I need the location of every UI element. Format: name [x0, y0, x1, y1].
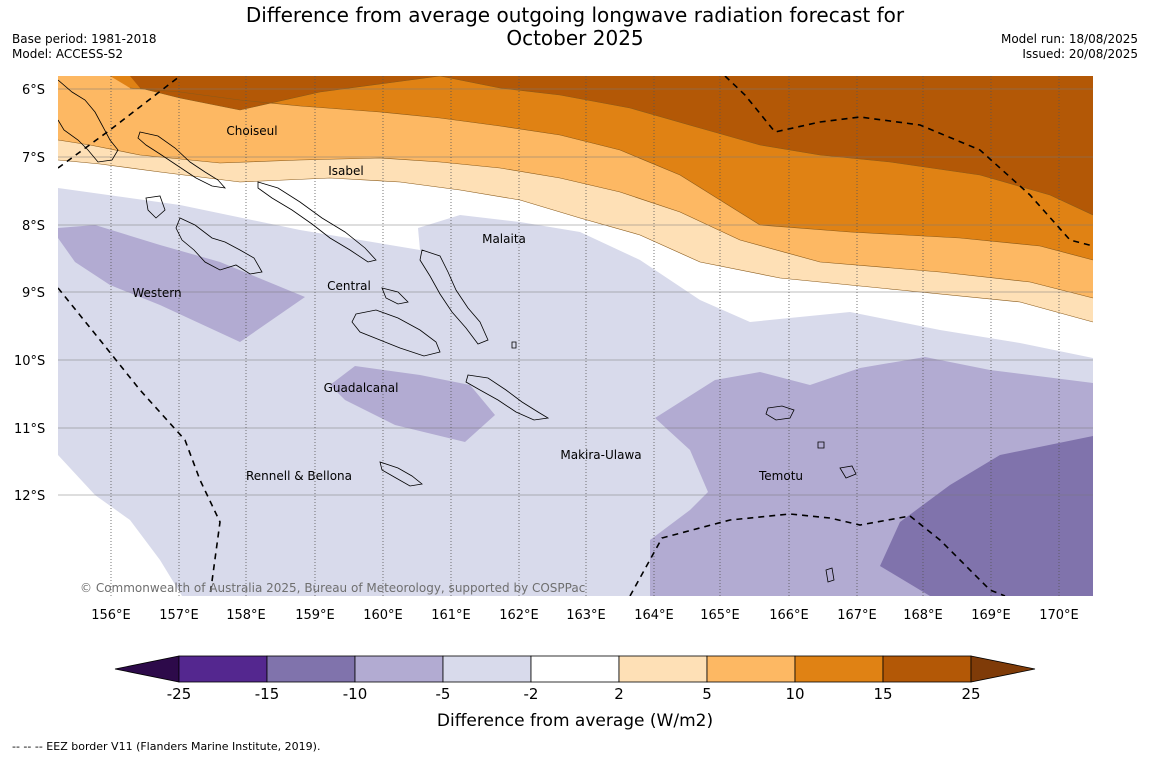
place-label: Guadalcanal — [324, 381, 399, 395]
place-labels: Choiseul Isabel Malaita Western Central … — [132, 124, 803, 483]
colorbar-segment — [266, 655, 356, 683]
longitude-label: 164°E — [634, 608, 674, 623]
longitude-label: 170°E — [1039, 608, 1079, 623]
contour-lines — [58, 76, 1093, 323]
colorbar-lower-extension — [114, 655, 180, 683]
small-island-coast — [817, 441, 825, 449]
santa-cruz-coast — [765, 405, 795, 421]
place-label: Central — [327, 279, 371, 293]
latitude-label: 11°S — [14, 422, 45, 437]
isabel-coast — [257, 181, 377, 263]
title-line-1: Difference from average outgoing longwav… — [245, 3, 905, 27]
latitude-label: 6°S — [22, 83, 45, 98]
map-title: Difference from average outgoing longwav… — [0, 4, 1150, 50]
coastlines — [58, 79, 857, 583]
meta-left: Base period: 1981-2018 Model: ACCESS-S2 — [12, 32, 157, 62]
colorbar-segment — [178, 655, 268, 683]
place-label: Malaita — [482, 232, 526, 246]
longitude-label: 157°E — [159, 608, 199, 623]
latitude-label: 12°S — [14, 489, 45, 504]
longitude-label: 166°E — [769, 608, 809, 623]
eez-borders — [58, 76, 1093, 596]
place-label: Choiseul — [226, 124, 277, 138]
longitude-label: 156°E — [91, 608, 131, 623]
colorbar-tick-label: -15 — [255, 685, 280, 703]
rennell-coast — [379, 461, 423, 487]
map-figure: © Commonwealth of Australia 2025, Bureau… — [14, 76, 1093, 731]
colorbar: -25 -15 -10 -5 -2 2 5 10 15 25 Differenc… — [114, 655, 1036, 731]
base-period: Base period: 1981-2018 — [12, 32, 157, 46]
contour-fill-minus10-to-minus15 — [880, 436, 1093, 596]
colorbar-segment — [354, 655, 444, 683]
colorbar-segment — [794, 655, 884, 683]
latitude-label: 9°S — [22, 286, 45, 301]
contour-fill-15-to-25 — [130, 76, 1093, 215]
vella-lavella-coast — [145, 195, 166, 219]
tikopia-coast — [825, 567, 835, 583]
copyright-notice: © Commonwealth of Australia 2025, Bureau… — [80, 581, 585, 595]
temotu-island-coast — [839, 465, 857, 479]
colorbar-tick-label: 10 — [785, 685, 804, 703]
colorbar-tick-label: 15 — [873, 685, 892, 703]
meta-right: Model run: 18/08/2025 Issued: 20/08/2025 — [1001, 32, 1138, 62]
latitude-labels: 6°S 7°S 8°S 9°S 10°S 11°S 12°S — [14, 83, 45, 504]
colorbar-segment — [882, 655, 972, 683]
longitude-label: 165°E — [700, 608, 740, 623]
longitude-label: 167°E — [837, 608, 877, 623]
latitude-gridlines — [58, 88, 1093, 496]
place-label: Temotu — [758, 469, 803, 483]
longitude-labels: 156°E 157°E 158°E 159°E 160°E 161°E 162°… — [91, 608, 1079, 623]
colorbar-title: Difference from average (W/m2) — [437, 711, 713, 731]
colorbar-upper-extension — [970, 655, 1036, 683]
place-label: Isabel — [328, 164, 363, 178]
longitude-label: 162°E — [499, 608, 539, 623]
longitude-label: 169°E — [971, 608, 1011, 623]
eez-footnote: -- -- -- EEZ border V11 (Flanders Marine… — [12, 740, 321, 753]
model-name: Model: ACCESS-S2 — [12, 47, 124, 61]
longitude-label: 160°E — [363, 608, 403, 623]
model-run: Model run: 18/08/2025 — [1000, 32, 1138, 46]
colorbar-tick-label: -10 — [343, 685, 368, 703]
longitude-label: 161°E — [431, 608, 471, 623]
longitude-label: 158°E — [226, 608, 266, 623]
colorbar-tick-label: -25 — [167, 685, 192, 703]
colorbar-tick-label: -2 — [524, 685, 539, 703]
colorbar-tick-label: 5 — [702, 685, 712, 703]
malaita-coast — [419, 249, 489, 345]
place-label: Makira-Ulawa — [560, 448, 641, 462]
contour-fill-minus5-to-minus10 — [330, 366, 495, 442]
place-label: Rennell & Bellona — [246, 469, 352, 483]
longitude-label: 168°E — [903, 608, 943, 623]
new-georgia-coast — [175, 217, 263, 275]
makira-coast — [465, 374, 550, 421]
guadalcanal-coast — [351, 309, 441, 357]
small-island-coast — [511, 341, 517, 349]
latitude-label: 7°S — [22, 151, 45, 166]
bougainville-coast — [58, 79, 119, 163]
russell-islands-coast — [381, 287, 409, 305]
map-plot-area: © Commonwealth of Australia 2025, Bureau… — [58, 76, 1093, 596]
latitude-label: 8°S — [22, 219, 45, 234]
colorbar-tick-label: -5 — [436, 685, 451, 703]
title-line-2: October 2025 — [506, 26, 644, 50]
colorbar-segment — [618, 655, 708, 683]
colorbar-tick-label: 2 — [614, 685, 624, 703]
colorbar-tick-label: 25 — [961, 685, 980, 703]
issued-date: Issued: 20/08/2025 — [1022, 47, 1138, 61]
colorbar-segment — [706, 655, 796, 683]
latitude-label: 10°S — [14, 354, 45, 369]
place-label: Western — [132, 286, 181, 300]
colorbar-segment — [442, 655, 532, 683]
colorbar-segment — [530, 655, 620, 683]
contour-fill-minus5-to-minus10 — [58, 225, 305, 342]
longitude-label: 163°E — [566, 608, 606, 623]
choiseul-coast — [137, 131, 227, 189]
longitude-label: 159°E — [295, 608, 335, 623]
